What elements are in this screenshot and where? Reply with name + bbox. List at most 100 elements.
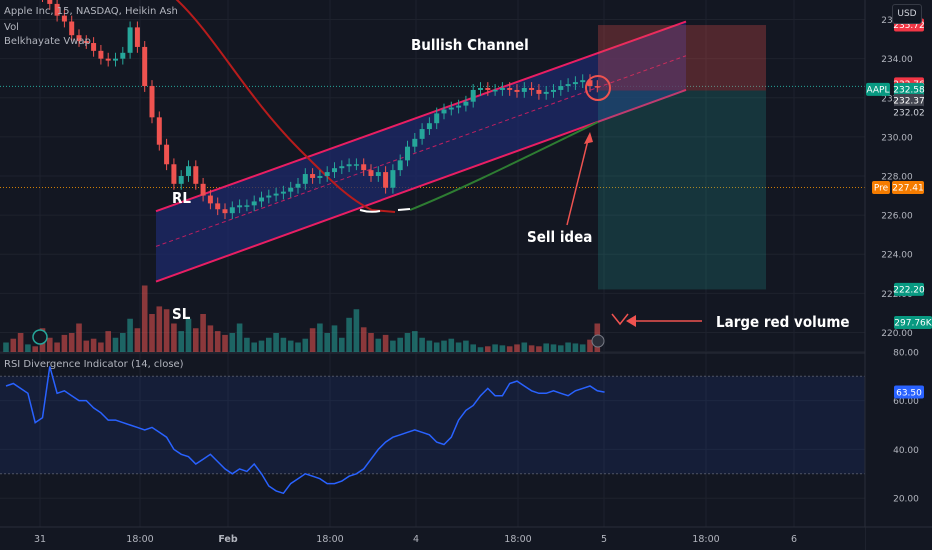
volume-bar bbox=[163, 309, 170, 352]
volume-bar bbox=[324, 333, 330, 352]
vwap-legend[interactable]: Belkhayate Vwap bbox=[4, 36, 91, 47]
candle-body bbox=[178, 176, 184, 184]
volume-bar bbox=[25, 344, 31, 352]
volume-bar bbox=[54, 342, 60, 352]
volume-bar bbox=[214, 331, 221, 352]
price-label-box bbox=[866, 82, 890, 96]
earnings-icon bbox=[32, 329, 48, 345]
sell-signal-circle bbox=[585, 75, 611, 101]
time-tick-label: 5 bbox=[601, 534, 607, 545]
time-axis-bg bbox=[0, 527, 865, 550]
rsi-band-fill bbox=[0, 376, 865, 474]
candle-body bbox=[499, 88, 505, 90]
candle-body bbox=[317, 176, 323, 178]
candle-body bbox=[193, 166, 199, 184]
rsi-tick-label: 20.00 bbox=[893, 495, 919, 505]
time-tick-label: Feb bbox=[218, 534, 238, 545]
volume-bar bbox=[193, 328, 199, 352]
candle-body bbox=[288, 187, 294, 192]
volume-bar bbox=[229, 333, 236, 352]
volume-bar bbox=[331, 325, 338, 352]
candle-body bbox=[390, 170, 396, 188]
price-label: 232.58 bbox=[893, 86, 925, 96]
volume-bar bbox=[441, 340, 447, 352]
volume-bar bbox=[207, 325, 214, 352]
volume-bar bbox=[32, 346, 38, 352]
time-tick-label: 18:00 bbox=[316, 534, 343, 545]
volume-bar bbox=[61, 334, 68, 352]
candle-body bbox=[441, 109, 447, 114]
volume-bar bbox=[141, 285, 148, 352]
symbol-legend[interactable]: Apple Inc, 15, NASDAQ, Heikin Ash bbox=[4, 6, 178, 17]
time-tick-label: 18:00 bbox=[126, 534, 153, 545]
price-label-box bbox=[894, 316, 932, 329]
candle-body bbox=[164, 144, 170, 165]
candle-body bbox=[113, 58, 118, 61]
volume-bar bbox=[149, 314, 155, 352]
volume-bar bbox=[528, 345, 535, 352]
price-label: 235.72 bbox=[893, 21, 925, 31]
candle-body bbox=[383, 172, 389, 188]
sl-label: SL bbox=[172, 305, 191, 323]
candle-body bbox=[580, 80, 586, 83]
rl-label: RL bbox=[172, 189, 191, 207]
candle-body bbox=[405, 146, 410, 161]
candle-body bbox=[587, 80, 593, 87]
candle-body bbox=[434, 113, 440, 124]
rsi-tick-label: 80.00 bbox=[893, 348, 919, 358]
take-profit-zone bbox=[598, 90, 766, 290]
candle-body bbox=[521, 88, 527, 92]
candle-body bbox=[295, 183, 301, 188]
candle-body bbox=[251, 201, 257, 206]
price-label: 232.02 bbox=[893, 109, 925, 119]
volume-bar bbox=[76, 323, 82, 352]
candle-body bbox=[69, 21, 75, 36]
volume-bar bbox=[360, 327, 367, 352]
rsi-legend[interactable]: RSI Divergence Indicator (14, close) bbox=[4, 359, 184, 370]
volume-bar bbox=[514, 344, 520, 352]
volume-bar bbox=[506, 346, 513, 352]
sell-idea-arrowhead bbox=[584, 132, 593, 144]
candle-body bbox=[259, 197, 264, 202]
candle-body bbox=[280, 191, 286, 194]
volume-bar bbox=[543, 343, 549, 352]
volume-bar bbox=[419, 337, 425, 352]
candle-body bbox=[134, 27, 140, 47]
volume-legend[interactable]: Vol bbox=[4, 22, 19, 33]
volume-bar bbox=[90, 338, 97, 352]
bullish-channel-label: Bullish Channel bbox=[411, 36, 529, 54]
dividend-icon bbox=[591, 334, 605, 348]
candle-body bbox=[419, 129, 425, 139]
volume-bar bbox=[17, 333, 24, 352]
time-tick-label: 4 bbox=[413, 534, 419, 545]
candle-body bbox=[229, 207, 235, 214]
price-tick-label: 224.00 bbox=[881, 251, 913, 261]
candle-body bbox=[456, 105, 462, 108]
volume-bar bbox=[302, 338, 309, 352]
price-label-box bbox=[894, 282, 924, 296]
volume-bar bbox=[185, 318, 192, 352]
volume-bar bbox=[105, 331, 111, 352]
candle-body bbox=[105, 58, 111, 61]
volume-bar bbox=[178, 331, 184, 352]
rsi-line bbox=[5, 366, 605, 495]
candle-body bbox=[558, 86, 564, 90]
sell-idea-label: Sell idea bbox=[527, 228, 593, 246]
volume-bar bbox=[222, 334, 228, 352]
volume-bar bbox=[572, 343, 579, 352]
volume-bar bbox=[477, 347, 484, 352]
vwap-marker bbox=[359, 209, 381, 213]
price-label: 232.37 bbox=[893, 97, 925, 107]
volume-bar bbox=[171, 323, 177, 352]
candle-body bbox=[61, 15, 67, 22]
volume-bar bbox=[368, 333, 374, 352]
rsi-tick-label: 60.00 bbox=[893, 397, 919, 407]
volume-bar bbox=[382, 334, 389, 352]
candle-body bbox=[448, 107, 454, 110]
candle-body bbox=[47, 0, 53, 4]
volume-bar bbox=[339, 337, 345, 352]
currency-button[interactable]: USD bbox=[892, 4, 922, 24]
candle-body bbox=[91, 43, 97, 51]
price-tick-label: 230.00 bbox=[881, 133, 913, 143]
volume-bar bbox=[499, 345, 506, 352]
